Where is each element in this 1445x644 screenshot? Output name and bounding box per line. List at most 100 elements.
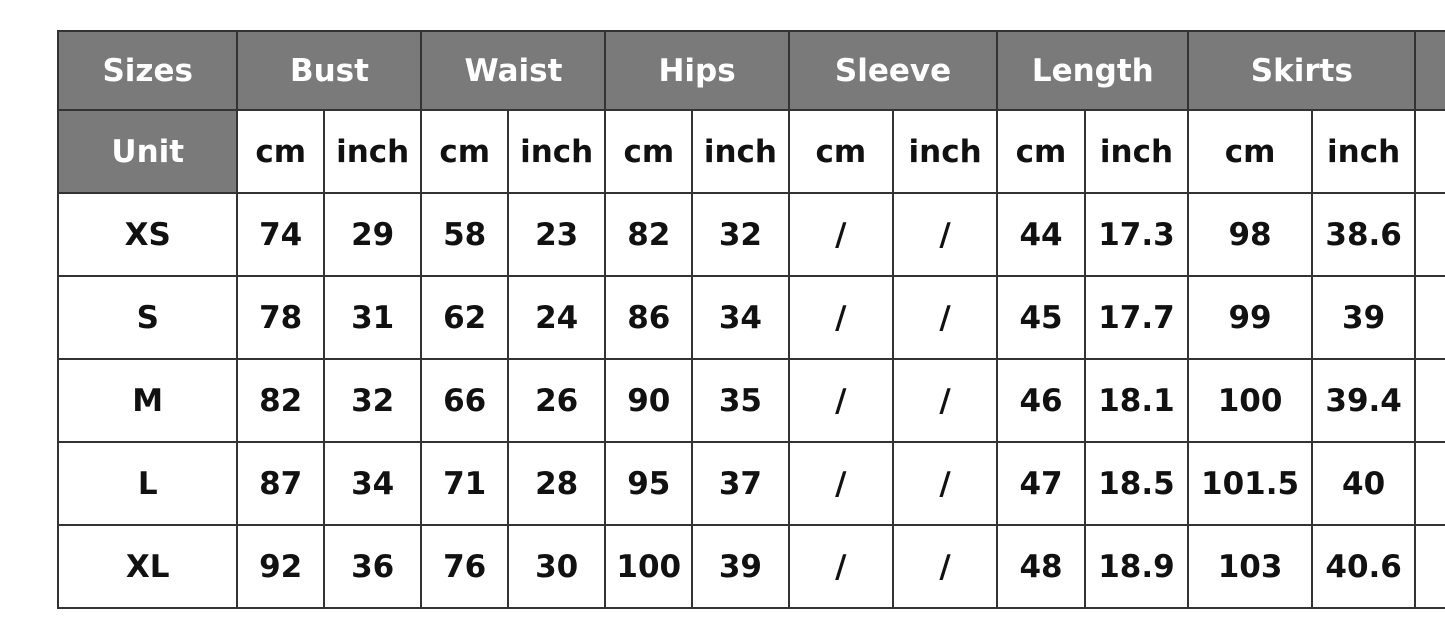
table-row: XL 92 36 76 30 100 39//48 18.9 103 40.6 [56,524,1445,609]
value-cell: 92 [236,524,325,609]
value-cell: 18.9 [1083,524,1190,609]
size-cell: M [56,358,239,443]
value-cell: 34 [691,275,790,360]
value-cell: 78 [236,275,325,360]
value-cell: 98 [1187,192,1313,277]
measure-header: Length [996,30,1190,111]
value-cell: 100 [604,524,694,609]
table-row: XS 74 29 58 23 82 32//44 17.3 98 38.6 [56,192,1445,277]
partial-column-cell [1414,524,1445,609]
value-cell: 62 [420,275,509,360]
measure-header: Bust [236,30,423,111]
value-cell: 36 [322,524,423,609]
value-cell: / [787,358,894,443]
value-cell: 45 [996,275,1086,360]
value-cell: 71 [420,441,509,526]
value-cell: 39.4 [1310,358,1417,443]
value-cell: 100 [1187,358,1313,443]
partial-column-cell [1414,109,1445,194]
unit-cell: inch [1083,109,1190,194]
unit-cell: cm [996,109,1086,194]
value-cell: 37 [691,441,790,526]
value-cell: 99 [1187,275,1313,360]
value-cell: 66 [420,358,509,443]
value-cell: 47 [996,441,1086,526]
sizes-header: Sizes [56,30,239,111]
value-cell: 46 [996,358,1086,443]
unit-cell: cm [420,109,509,194]
value-cell: 30 [506,524,607,609]
value-cell: / [891,275,999,360]
unit-cell: inch [691,109,790,194]
partial-column-cell [1414,192,1445,277]
value-cell: 32 [322,358,423,443]
value-cell: 95 [604,441,694,526]
value-cell: 103 [1187,524,1313,609]
unit-header: Unit [56,109,239,194]
value-cell: 23 [506,192,607,277]
value-cell: 34 [322,441,423,526]
unit-row: Unit cm inch cm inch cm inch cm inch cm inch cm inch [56,109,1445,194]
value-cell: / [891,192,999,277]
value-cell: 48 [996,524,1086,609]
value-cell: 58 [420,192,509,277]
value-cell: 39 [1310,275,1417,360]
value-cell: / [787,524,894,609]
measure-header: Hips [604,30,790,111]
value-cell: 28 [506,441,607,526]
unit-cell: inch [506,109,607,194]
value-cell: 24 [506,275,607,360]
value-cell: / [787,441,894,526]
unit-cell: cm [787,109,894,194]
table-row: S 78 31 62 24 86 34//45 17.7 99 39 [56,275,1445,360]
value-cell: / [787,192,894,277]
unit-cell: cm [1187,109,1313,194]
value-cell: 40 [1310,441,1417,526]
value-cell: 32 [691,192,790,277]
value-cell: 29 [322,192,423,277]
size-cell: XL [56,524,239,609]
measure-header: Waist [420,30,607,111]
value-cell: / [891,524,999,609]
partial-column-cell [1414,441,1445,526]
measure-header: Skirts [1187,30,1417,111]
value-cell: 82 [604,192,694,277]
table-row: M 82 32 66 26 90 35//46 18.1 100 39.4 [56,358,1445,443]
value-cell: 39 [691,524,790,609]
size-cell: XS [56,192,239,277]
value-cell: 17.7 [1083,275,1190,360]
value-cell: 17.3 [1083,192,1190,277]
partial-column-header [1414,30,1445,111]
unit-cell: inch [322,109,423,194]
value-cell: 44 [996,192,1086,277]
partial-column-cell [1414,275,1445,360]
value-cell: 101.5 [1187,441,1313,526]
size-cell: L [56,441,239,526]
measure-header: Sleeve [787,30,999,111]
header-row: Sizes Bust Waist Hips Sleeve Length Skirts [56,30,1445,111]
value-cell: 74 [236,192,325,277]
value-cell: 18.1 [1083,358,1190,443]
value-cell: 18.5 [1083,441,1190,526]
value-cell: 76 [420,524,509,609]
table-row: L 87 34 71 28 95 37//47 18.5 101.5 40 [56,441,1445,526]
value-cell: 82 [236,358,325,443]
value-cell: 40.6 [1310,524,1417,609]
value-cell: 86 [604,275,694,360]
value-cell: 26 [506,358,607,443]
unit-cell: cm [236,109,325,194]
partial-column-cell [1414,358,1445,443]
value-cell: 90 [604,358,694,443]
unit-cell: cm [604,109,694,194]
size-chart-table: Sizes Bust Waist Hips Sleeve Length Skirts Unit… [56,30,1445,609]
value-cell: 38.6 [1310,192,1417,277]
value-cell: 31 [322,275,423,360]
value-cell: / [891,358,999,443]
value-cell: / [891,441,999,526]
value-cell: / [787,275,894,360]
unit-cell: inch [1310,109,1417,194]
size-cell: S [56,275,239,360]
value-cell: 87 [236,441,325,526]
value-cell: 35 [691,358,790,443]
unit-cell: inch [891,109,999,194]
